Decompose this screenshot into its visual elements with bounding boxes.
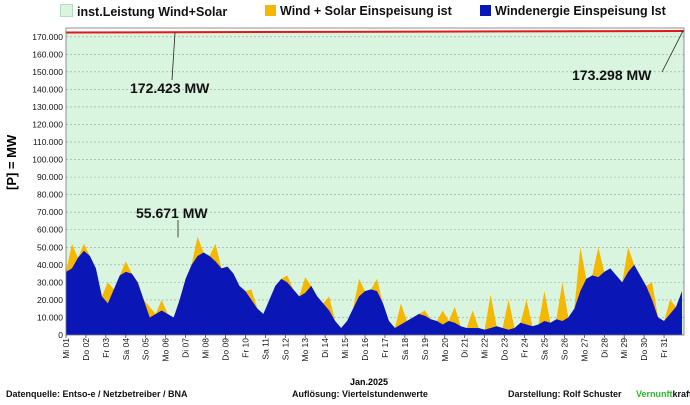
legend-solar-swatch xyxy=(265,5,276,16)
wind-area xyxy=(66,250,683,335)
annotation-end-capacity: 173.298 MW xyxy=(572,67,652,83)
x-tick-label: Mo 27 xyxy=(579,338,589,362)
x-tick-label: Mi 15 xyxy=(340,338,350,359)
footer-brand-rest: kraft xyxy=(672,389,690,399)
x-tick-label: So 26 xyxy=(559,338,569,360)
x-tick-label: Di 21 xyxy=(460,338,470,358)
x-tick-label: Do 09 xyxy=(220,338,230,361)
x-tick-label: So 05 xyxy=(141,338,151,360)
x-tick-label: Do 02 xyxy=(81,338,91,361)
x-tick-label: Sa 04 xyxy=(121,338,131,360)
capacity-line xyxy=(65,29,685,34)
y-tick-label: 130.000 xyxy=(32,102,63,112)
annotation-peak-wind: 55.671 MW xyxy=(136,205,208,221)
y-tick-label: 70.000 xyxy=(37,207,63,217)
x-tick-label: Fr 03 xyxy=(101,338,111,358)
x-tick-label: Fr 17 xyxy=(380,338,390,358)
legend-wind: Windenergie Einspeisung Ist xyxy=(480,4,666,18)
annotation-start-capacity: 172.423 MW xyxy=(130,80,210,96)
footer-source: Datenquelle: Entso-e / Netzbetreiber / B… xyxy=(6,389,188,399)
footer-author-text: Darstellung: Rolf Schuster xyxy=(508,389,622,399)
footer-brand-green: Vernunft xyxy=(636,389,673,399)
legend-capacity-label: inst.Leistung Wind+Solar xyxy=(77,5,228,19)
y-tick-label: 40.000 xyxy=(37,260,63,270)
y-tick-label: 20.000 xyxy=(37,295,63,305)
x-tick-label: Mi 29 xyxy=(619,338,629,359)
y-tick-label: 140.000 xyxy=(32,84,63,94)
y-tick-label: 120.000 xyxy=(32,119,63,129)
x-tick-label: Mo 13 xyxy=(300,338,310,362)
y-tick-label: 90.000 xyxy=(37,172,63,182)
x-tick-label: Do 30 xyxy=(639,338,649,361)
legend-wind-label: Windenergie Einspeisung Ist xyxy=(495,4,666,18)
x-tick-label: Mo 06 xyxy=(161,338,171,362)
y-tick-label: 110.000 xyxy=(33,137,63,147)
y-tick-label: 10.000 xyxy=(37,312,63,322)
y-tick-label: 50.000 xyxy=(37,242,63,252)
legend-capacity: inst.Leistung Wind+Solar xyxy=(60,4,227,19)
y-tick-label: 0 xyxy=(58,330,63,340)
x-tick-label: So 12 xyxy=(280,338,290,360)
footer-author: Darstellung: Rolf Schuster Vernunftkraft xyxy=(508,389,690,399)
y-tick-label: 30.000 xyxy=(37,277,63,287)
plot-frame xyxy=(65,27,685,336)
y-tick-label: 150.000 xyxy=(32,67,63,77)
legend-wind-swatch xyxy=(480,5,491,16)
annotation-start-leader xyxy=(171,32,176,81)
y-tick-label: 170.000 xyxy=(32,32,63,42)
x-tick-label: Fr 31 xyxy=(659,338,669,358)
y-axis-label: [P] = MW xyxy=(4,134,19,190)
x-tick-label: Sa 25 xyxy=(539,338,549,360)
capacity-area xyxy=(66,30,684,336)
x-tick-label: So 19 xyxy=(420,338,430,360)
legend-capacity-swatch xyxy=(60,4,73,17)
x-tick-label: Mi 01 xyxy=(61,338,71,359)
x-tick-label: Do 23 xyxy=(500,338,510,361)
legend-solar: Wind + Solar Einspeisung ist xyxy=(265,4,452,18)
y-tick-label: 100.000 xyxy=(32,155,63,165)
y-tick-label: 80.000 xyxy=(37,190,63,200)
footer-resolution: Auflösung: Viertelstundenwerte xyxy=(292,389,428,399)
footer-brand: Vernunftkraft xyxy=(636,389,690,399)
legend-solar-label: Wind + Solar Einspeisung ist xyxy=(280,4,452,18)
x-tick-label: Fr 10 xyxy=(240,338,250,358)
x-tick-label: Fr 24 xyxy=(520,338,530,358)
x-tick-label: Di 14 xyxy=(320,338,330,358)
x-tick-label: Sa 18 xyxy=(400,338,410,360)
annotation-end-leader xyxy=(661,30,684,73)
x-tick-label: Di 28 xyxy=(599,338,609,358)
y-tick-label: 160.000 xyxy=(32,49,63,59)
x-tick-label: Di 07 xyxy=(181,338,191,358)
x-tick-label: Mi 22 xyxy=(480,338,490,359)
x-tick-label: Sa 11 xyxy=(260,338,270,360)
x-tick-label: Do 16 xyxy=(360,338,370,361)
x-tick-label: Mo 20 xyxy=(440,338,450,362)
x-axis-month-label: Jan.2025 xyxy=(350,377,389,387)
x-tick-label: Mi 08 xyxy=(201,338,211,359)
y-tick-label: 60.000 xyxy=(37,225,63,235)
